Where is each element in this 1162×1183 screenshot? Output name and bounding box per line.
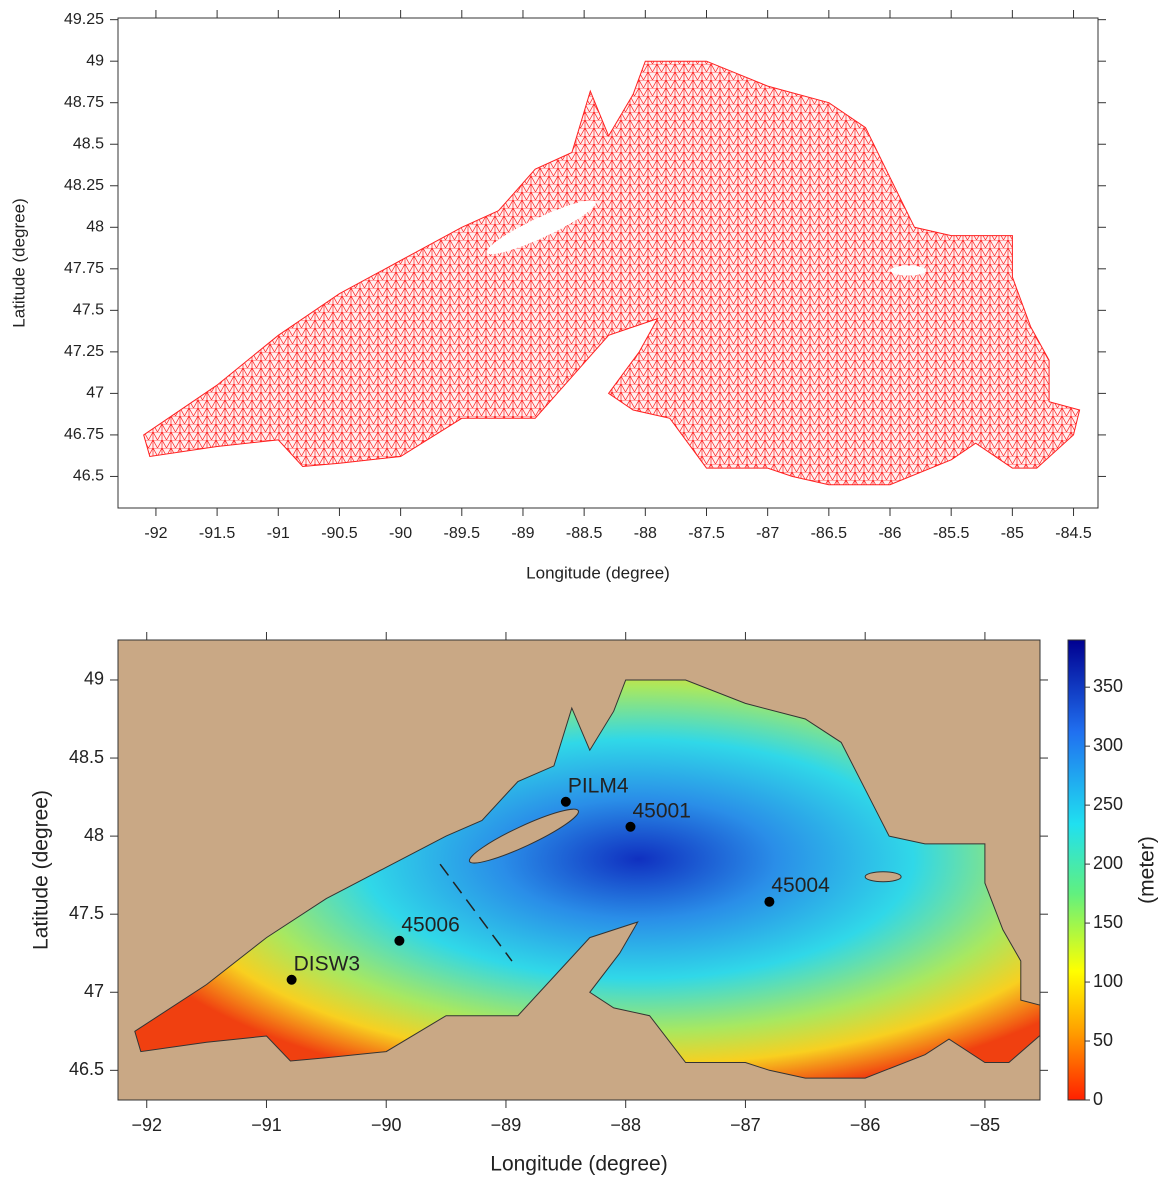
y-axis-label: Latitude (degree) bbox=[9, 198, 28, 327]
x-tick-label: −88 bbox=[610, 1115, 641, 1135]
x-tick-label: -87.5 bbox=[688, 525, 725, 542]
colorbar-label: (meter) bbox=[1136, 836, 1159, 904]
x-tick-label: -89 bbox=[511, 525, 534, 542]
colorbar-tick-label: 300 bbox=[1093, 735, 1123, 755]
x-tick-label: -90.5 bbox=[321, 525, 358, 542]
colorbar bbox=[1067, 639, 1086, 1101]
x-tick-label: −87 bbox=[730, 1115, 761, 1135]
x-tick-label: -85 bbox=[1001, 525, 1024, 542]
y-tick-label: 48 bbox=[86, 219, 104, 236]
x-tick-label: −92 bbox=[131, 1115, 162, 1135]
y-tick-label: 48.75 bbox=[64, 94, 104, 111]
x-tick-label: -92 bbox=[144, 525, 167, 542]
transect bbox=[439, 863, 513, 962]
x-tick-label: −85 bbox=[970, 1115, 1001, 1135]
y-tick-label: 48.5 bbox=[69, 747, 104, 767]
x-tick-label: -88.5 bbox=[566, 525, 603, 542]
colorbar-tick-label: 200 bbox=[1093, 853, 1123, 873]
x-tick-label: -89.5 bbox=[444, 525, 481, 542]
y-tick-label: 46.5 bbox=[73, 468, 104, 485]
colorbar-tick-label: 350 bbox=[1093, 676, 1123, 696]
station-label: DISW3 bbox=[294, 952, 361, 975]
lake-bathymetry bbox=[134, 679, 1040, 1079]
y-tick-label: 47.25 bbox=[64, 343, 104, 360]
y-tick-label: 47 bbox=[84, 981, 104, 1001]
station-label: 45001 bbox=[632, 799, 690, 822]
island bbox=[890, 265, 927, 276]
x-tick-label: -84.5 bbox=[1055, 525, 1092, 542]
station bbox=[764, 896, 775, 907]
y-axis-label: Latitude (degree) bbox=[30, 790, 53, 950]
colorbar-tick-label: 250 bbox=[1093, 794, 1123, 814]
colorbar-tick-label: 50 bbox=[1093, 1030, 1113, 1050]
station-label: 45006 bbox=[401, 913, 459, 936]
y-tick-label: 48.25 bbox=[64, 177, 104, 194]
plot-area bbox=[143, 60, 1081, 486]
x-tick-label: −89 bbox=[491, 1115, 522, 1135]
x-tick-label: -85.5 bbox=[933, 525, 970, 542]
colorbar-tick-label: 150 bbox=[1093, 912, 1123, 932]
x-tick-label: -90 bbox=[389, 525, 412, 542]
lake-mesh bbox=[143, 60, 1081, 486]
x-tick-label: −86 bbox=[850, 1115, 881, 1135]
station bbox=[625, 821, 636, 832]
station bbox=[394, 935, 405, 946]
x-axis-label: Longitude (degree) bbox=[526, 563, 670, 582]
station bbox=[286, 974, 297, 985]
island bbox=[486, 200, 596, 255]
x-tick-label: -87 bbox=[756, 525, 779, 542]
axes-frame bbox=[117, 639, 1041, 1101]
y-tick-label: 47.75 bbox=[64, 260, 104, 277]
y-tick-label: 49.25 bbox=[64, 11, 104, 28]
axes-frame bbox=[117, 17, 1099, 509]
island bbox=[468, 808, 579, 864]
station bbox=[560, 796, 571, 807]
colorbar-tick-label: 0 bbox=[1093, 1089, 1103, 1109]
plot-area bbox=[118, 640, 1040, 1100]
x-axis-label: Longitude (degree) bbox=[490, 1153, 667, 1176]
colorbar-tick-label: 100 bbox=[1093, 971, 1123, 991]
y-tick-label: 47.5 bbox=[73, 302, 104, 319]
y-tick-label: 49 bbox=[84, 669, 104, 689]
x-tick-label: -86.5 bbox=[811, 525, 848, 542]
x-tick-label: -91.5 bbox=[199, 525, 236, 542]
x-tick-label: −90 bbox=[371, 1115, 402, 1135]
x-tick-label: -86 bbox=[878, 525, 901, 542]
y-tick-label: 48 bbox=[84, 825, 104, 845]
y-tick-label: 49 bbox=[86, 52, 104, 69]
station-label: PILM4 bbox=[568, 774, 629, 797]
y-tick-label: 46.5 bbox=[69, 1059, 104, 1079]
y-tick-label: 47.5 bbox=[69, 903, 104, 923]
station-label: 45004 bbox=[771, 874, 830, 897]
x-tick-label: -88 bbox=[634, 525, 657, 542]
island bbox=[864, 871, 902, 883]
y-tick-label: 46.75 bbox=[64, 426, 104, 443]
y-tick-label: 48.5 bbox=[73, 135, 104, 152]
y-tick-label: 47 bbox=[86, 385, 104, 402]
x-tick-label: −91 bbox=[251, 1115, 282, 1135]
x-tick-label: -91 bbox=[267, 525, 290, 542]
